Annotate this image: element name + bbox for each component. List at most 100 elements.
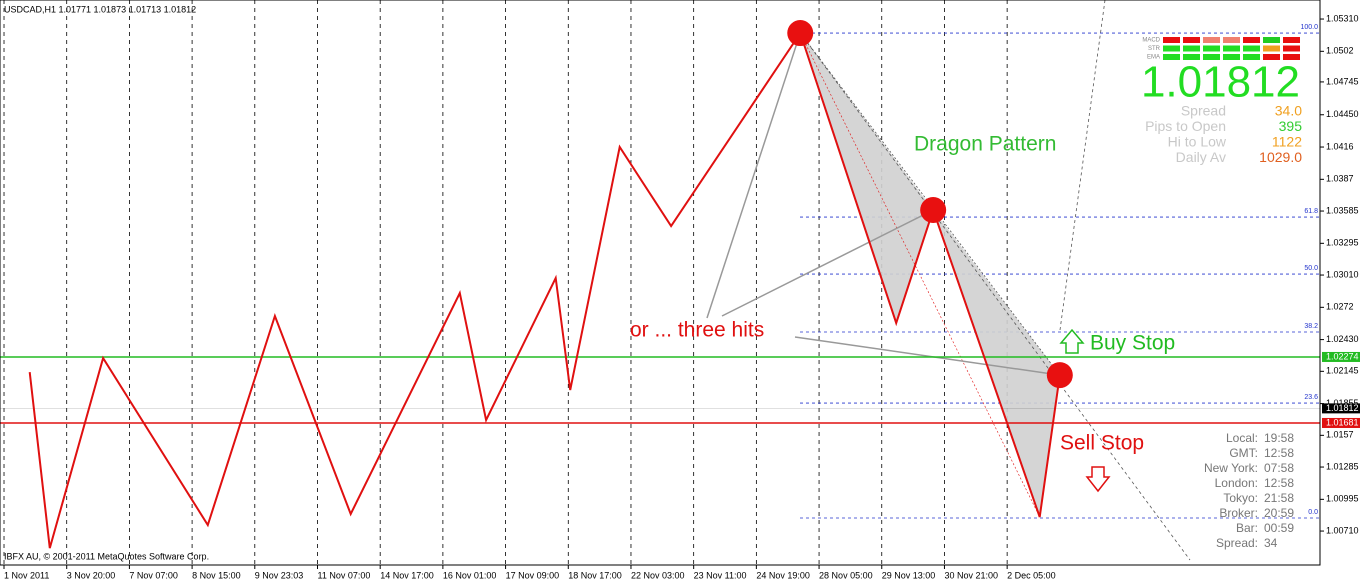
signal-label: STR <box>1148 46 1161 52</box>
x-tick-label: 17 Nov 09:00 <box>506 570 560 580</box>
y-tick-label: 1.0272 <box>1326 302 1354 312</box>
signal-cell <box>1283 37 1300 43</box>
price-label: 1.01681 <box>1326 417 1359 427</box>
time-label: Bar: <box>1236 521 1258 535</box>
y-tick-label: 1.0157 <box>1326 430 1354 440</box>
time-label: New York: <box>1204 461 1258 475</box>
x-tick-label: 16 Nov 01:00 <box>443 570 497 580</box>
x-tick-label: 23 Nov 11:00 <box>694 570 747 580</box>
up-arrow <box>1059 328 1085 354</box>
signal-cell <box>1283 45 1300 52</box>
stat-value: 1029.0 <box>1259 149 1302 165</box>
x-tick-label: 18 Nov 17:00 <box>568 570 622 580</box>
pointer-line <box>721 209 934 317</box>
signal-cell <box>1163 37 1180 43</box>
signal-cell <box>1263 37 1280 43</box>
hit-marker <box>1046 362 1073 389</box>
annotation: Dragon Pattern <box>914 133 1056 156</box>
signal-cell <box>1223 37 1240 43</box>
signal-cell <box>1283 54 1300 60</box>
signal-cell <box>1183 54 1200 60</box>
fib-label: 61.8 <box>1304 208 1318 215</box>
time-value: 07:58 <box>1264 461 1294 475</box>
signal-cell <box>1263 54 1280 60</box>
time-label: Broker: <box>1219 506 1258 520</box>
x-tick-label: 1 Nov 2011 <box>4 570 49 580</box>
trend-line <box>799 32 1041 518</box>
pattern-shade <box>800 33 934 324</box>
signal-cell <box>1203 37 1220 43</box>
signal-cell <box>1223 45 1240 52</box>
signal-cell <box>1243 54 1260 60</box>
price-label-bg <box>1322 351 1360 362</box>
fib-label: 50.0 <box>1304 265 1318 272</box>
y-tick-label: 1.05310 <box>1326 13 1359 23</box>
time-value: 12:58 <box>1264 446 1294 460</box>
trend-line <box>1059 0 1106 331</box>
plot <box>0 20 1320 549</box>
x-tick-label: 11 Nov 07:00 <box>317 570 370 580</box>
signal-cell <box>1163 54 1180 60</box>
signal-cell <box>1183 37 1200 43</box>
time-label: Local: <box>1226 431 1258 445</box>
annotation: or ... three hits <box>630 319 764 342</box>
fib-label: 38.2 <box>1304 323 1318 330</box>
signal-cell <box>1263 45 1280 52</box>
signal-cell <box>1163 45 1180 52</box>
time-label: GMT: <box>1229 446 1258 460</box>
y-tick-label: 1.03295 <box>1326 238 1359 248</box>
fib-label: 23.6 <box>1304 394 1318 401</box>
y-tick-label: 1.02430 <box>1326 334 1359 344</box>
pattern-shade <box>933 210 1060 518</box>
trend-line <box>799 32 1061 376</box>
price-label: 1.01812 <box>1326 403 1359 413</box>
y-tick-label: 1.01855 <box>1326 398 1359 408</box>
y-tick-label: 1.00995 <box>1326 494 1359 504</box>
y-tick-label: 1.0502 <box>1326 46 1354 56</box>
y-tick-label: 1.00710 <box>1326 525 1359 535</box>
time-value: 20:59 <box>1264 506 1294 520</box>
trend-line <box>799 32 1191 561</box>
hit-marker <box>920 197 947 224</box>
pointer-line <box>794 336 1060 376</box>
x-tick-label: 22 Nov 03:00 <box>631 570 685 580</box>
x-tick-label: 30 Nov 21:00 <box>944 570 998 580</box>
pointer-line <box>706 32 801 319</box>
time-label: London: <box>1215 476 1258 490</box>
y-tick-label: 1.03585 <box>1326 205 1359 215</box>
info-panel: MACD STR EMA Spread 34.0 Pips to Open 395 Hi to… <box>1142 37 1302 550</box>
annotation: Sell Stop <box>1060 432 1144 455</box>
x-tick-label: 3 Nov 20:00 <box>67 570 116 580</box>
zigzag-line <box>28 30 1061 549</box>
x-tick-label: 28 Nov 05:00 <box>819 570 873 580</box>
x-tick-label: 2 Dec 05:00 <box>1007 570 1056 580</box>
signal-label: EMA <box>1147 55 1160 61</box>
hit-marker <box>787 20 814 47</box>
plot-frame <box>0 0 1321 566</box>
y-tick-label: 1.04450 <box>1326 109 1359 119</box>
x-tick-label: 29 Nov 13:00 <box>882 570 936 580</box>
time-label: Spread: <box>1216 536 1258 550</box>
decor <box>706 0 1191 561</box>
x-tick-label: 8 Nov 15:00 <box>192 570 241 580</box>
annotation: Buy Stop <box>1090 332 1175 355</box>
stat-label: Hi to Low <box>1168 134 1227 150</box>
down-arrow <box>1085 466 1111 493</box>
y-tick-label: 1.01285 <box>1326 461 1359 471</box>
x-tick-label: 24 Nov 19:00 <box>756 570 810 580</box>
stat-label: Spread <box>1181 103 1226 119</box>
time-value: 00:59 <box>1264 521 1294 535</box>
y-tick-label: 1.03010 <box>1326 269 1359 279</box>
stat-label: Daily Av <box>1176 149 1226 165</box>
chart-title: USDCAD,H1 1.01771 1.01873 1.01713 1.0181… <box>4 4 196 14</box>
signal-cell <box>1243 45 1260 52</box>
y-tick-label: 1.0387 <box>1326 174 1354 184</box>
time-value: 12:58 <box>1264 476 1294 490</box>
stat-label: Pips to Open <box>1145 118 1226 134</box>
fib-label: 0.0 <box>1308 509 1318 516</box>
signal-label: MACD <box>1142 38 1160 44</box>
stat-value: 395 <box>1279 118 1303 134</box>
y-tick-label: 1.02145 <box>1326 366 1359 376</box>
